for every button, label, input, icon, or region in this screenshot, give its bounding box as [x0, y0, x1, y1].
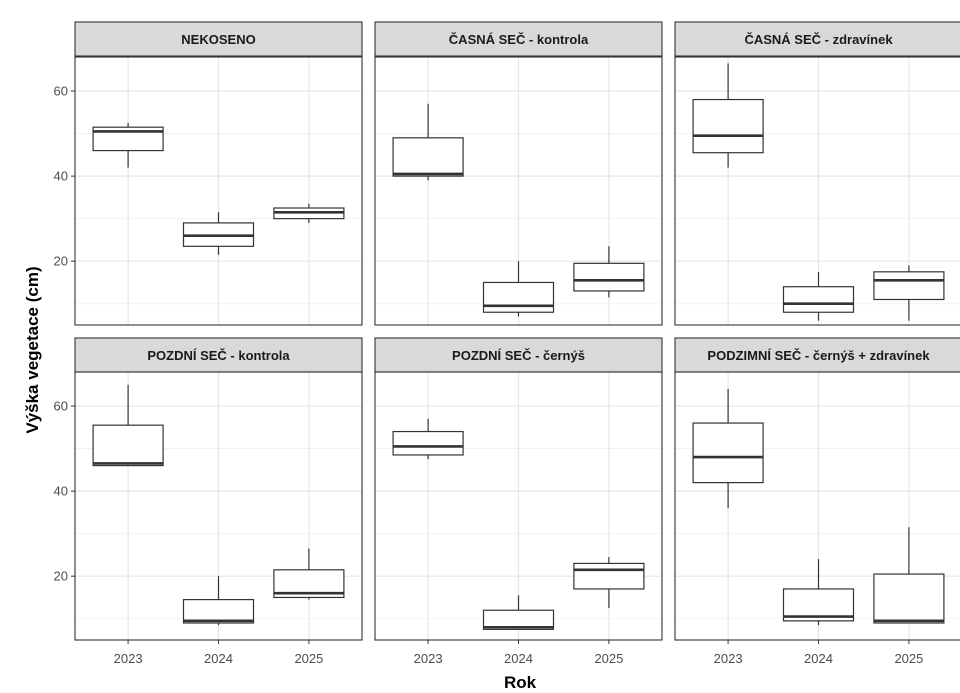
facet-strip	[374, 21, 663, 57]
iqr-box	[392, 430, 464, 456]
box-2025	[873, 527, 945, 624]
facet-panel: ČASNÁ SEČ - zdravínek	[674, 21, 960, 326]
facet-strip	[74, 21, 363, 57]
iqr-box	[573, 562, 645, 590]
box-2024	[182, 576, 255, 626]
iqr-box	[92, 424, 164, 467]
facet-title: POZDNÍ SEČ - černýš	[452, 348, 585, 363]
y-tick-label: 20	[54, 569, 68, 584]
box-2024	[482, 595, 555, 630]
iqr-box	[782, 286, 855, 313]
iqr-box	[482, 609, 555, 630]
x-tick-label: 2024	[804, 651, 833, 666]
y-tick-label: 60	[54, 84, 68, 99]
x-tick-label: 2025	[894, 651, 923, 666]
box-2025	[273, 548, 345, 600]
facet-title: POZDNÍ SEČ - kontrola	[147, 348, 290, 363]
box-2023	[92, 384, 164, 467]
x-tick-label: 2024	[204, 651, 233, 666]
y-axis-title: Výška vegetace (cm)	[23, 266, 42, 433]
box-2023	[692, 389, 764, 509]
facet-panel: ČASNÁ SEČ - kontrola	[374, 21, 663, 326]
box-2025	[573, 557, 645, 609]
box-2025	[273, 203, 345, 223]
iqr-box	[873, 271, 945, 301]
box-2025	[873, 265, 945, 321]
box-2024	[782, 271, 855, 321]
box-2024	[782, 559, 855, 626]
facet-title: ČASNÁ SEČ - zdravínek	[744, 32, 893, 47]
facet-strip	[74, 337, 363, 373]
iqr-box	[92, 126, 164, 152]
facet-strip	[374, 337, 663, 373]
box-2023	[392, 103, 464, 181]
x-tick-label: 2023	[714, 651, 743, 666]
facet-panel: NEKOSENO 20 40 60	[54, 21, 363, 326]
facet-strip	[674, 337, 960, 373]
facet-title: PODZIMNÍ SEČ - černýš + zdravínek	[707, 348, 930, 363]
box-2023	[692, 63, 764, 168]
iqr-box	[482, 281, 555, 313]
facet-panel: POZDNÍ SEČ - černýš 2023 2024 2025	[374, 337, 663, 666]
facet-panel: POZDNÍ SEČ - kontrola 20 40 60 2023 2024 2025	[54, 337, 363, 666]
panel-border	[74, 56, 363, 326]
x-tick-label: 2025	[294, 651, 323, 666]
x-tick-label: 2023	[414, 651, 443, 666]
iqr-box	[692, 98, 764, 154]
iqr-box	[692, 422, 764, 484]
box-2023	[392, 418, 464, 460]
facet-title: ČASNÁ SEČ - kontrola	[449, 32, 589, 47]
box-2023	[92, 122, 164, 168]
panel-border	[374, 56, 663, 326]
y-tick-label: 60	[54, 399, 68, 414]
y-tick-label: 40	[54, 484, 68, 499]
panel-border	[674, 56, 960, 326]
x-tick-label: 2025	[594, 651, 623, 666]
iqr-box	[573, 262, 645, 292]
box-2024	[182, 212, 255, 255]
facet-panel: PODZIMNÍ SEČ - černýš + zdravínek 2023 202…	[674, 337, 960, 666]
x-axis-title: Rok	[504, 673, 537, 692]
y-tick-label: 40	[54, 169, 68, 184]
y-tick-label: 20	[54, 254, 68, 269]
iqr-box	[873, 573, 945, 624]
facet-strip	[674, 21, 960, 57]
iqr-box	[182, 598, 255, 624]
x-tick-label: 2024	[504, 651, 533, 666]
facet-panels: NEKOSENO 20 40 60 ČASNÁ SEČ - kontrola ČASNÁ …	[54, 21, 960, 666]
iqr-box	[392, 137, 464, 177]
x-tick-label: 2023	[114, 651, 143, 666]
box-2024	[482, 261, 555, 317]
facet-title: NEKOSENO	[181, 32, 255, 47]
box-2025	[573, 246, 645, 298]
